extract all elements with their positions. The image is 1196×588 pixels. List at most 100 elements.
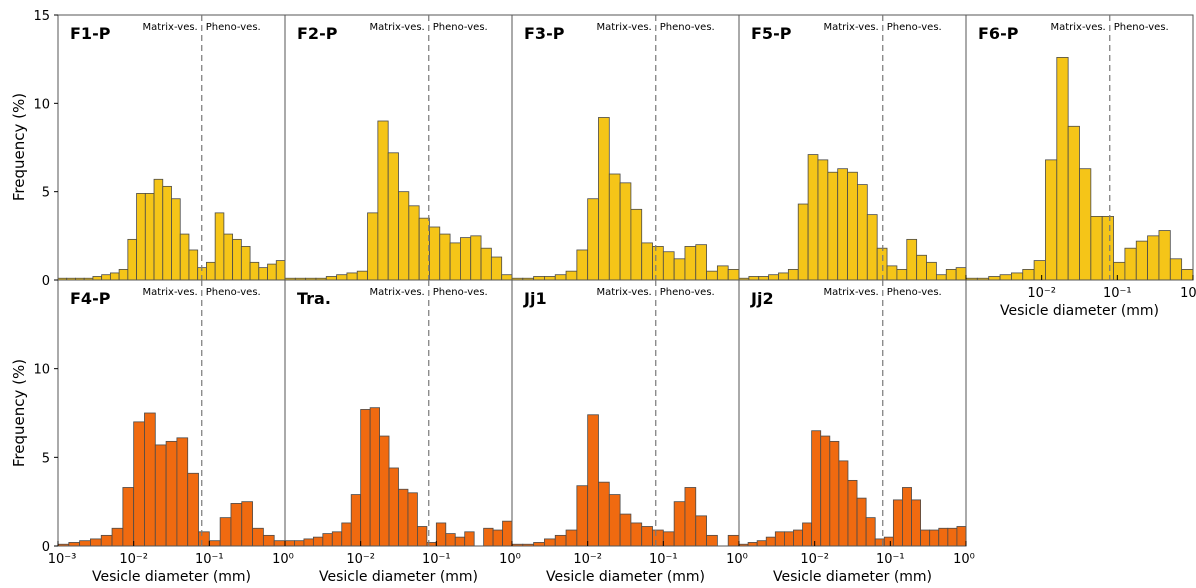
bar	[188, 249, 199, 281]
zone-label-pheno: Pheno-ves.	[206, 22, 261, 33]
bar	[312, 536, 324, 547]
x-tick-label: 10⁻¹	[649, 552, 678, 567]
bar	[162, 185, 172, 281]
bars	[57, 178, 286, 281]
panel-label: F5-P	[751, 24, 792, 43]
bar	[144, 412, 156, 547]
bar	[122, 487, 135, 547]
x-tick-label: 10⁻¹	[195, 552, 224, 567]
bar	[695, 515, 707, 547]
x-axis-label: Vesicle diameter (mm)	[92, 569, 251, 585]
bar	[360, 409, 371, 547]
bar	[576, 485, 589, 547]
bar	[294, 540, 305, 547]
panel-label: F4-P	[70, 289, 111, 308]
bar	[241, 501, 253, 547]
bar	[79, 540, 91, 547]
x-tick-label: 10⁻²	[1027, 286, 1056, 301]
x-tick-label: 10⁰	[726, 552, 748, 567]
bar	[598, 117, 610, 281]
panel-f3p: F3-P Matrix-ves. Pheno-ves.	[511, 14, 740, 281]
bars	[511, 414, 740, 547]
panel-jj1: Jj1 Matrix-ves. Pheno-ves. 10⁻² 10⁻¹ 10⁰ Vesic…	[511, 279, 748, 585]
bar	[911, 499, 922, 547]
bar	[938, 527, 949, 547]
bar	[1056, 57, 1069, 281]
bar	[999, 274, 1012, 281]
bar	[1090, 215, 1103, 281]
bar	[165, 440, 178, 547]
bar	[829, 440, 840, 547]
bar	[284, 540, 295, 547]
panel-f1p: F1-P Matrix-ves. Pheno-ves. 0 5 10 15	[33, 9, 286, 289]
bar	[856, 497, 867, 547]
bar	[747, 542, 758, 547]
bar	[367, 212, 379, 281]
y-tick-label: 15	[33, 9, 50, 24]
panel-frame	[511, 279, 740, 547]
bar	[662, 531, 675, 547]
x-tick-label: 10⁻²	[800, 552, 829, 567]
bar	[1067, 125, 1080, 281]
zone-label-matrix: Matrix-ves.	[823, 22, 878, 33]
bars	[57, 412, 286, 547]
bar	[886, 265, 898, 281]
bar	[533, 542, 545, 547]
panel-f5p: F5-P Matrix-ves. Pheno-ves.	[738, 14, 967, 281]
bar	[118, 268, 129, 281]
bar	[341, 522, 352, 547]
bar	[408, 205, 420, 281]
bar	[793, 529, 803, 547]
panels: F1-P Matrix-ves. Pheno-ves. 0 5 10 15 F2-P Matri…	[33, 9, 1196, 585]
bar	[445, 533, 456, 547]
bar	[111, 527, 124, 547]
x-tick-label: 10⁻²	[346, 552, 375, 567]
bar	[955, 267, 967, 281]
panel-f4p: F4-P Matrix-ves. Pheno-ves. 0 5 10 10⁻³ 10⁻² 10⁻…	[33, 279, 294, 585]
bar	[838, 460, 849, 547]
bar	[435, 522, 447, 547]
bar	[619, 182, 632, 281]
bar	[706, 534, 718, 547]
bar	[267, 263, 277, 281]
bar	[127, 238, 137, 281]
bar	[630, 208, 643, 281]
x-tick-label: 10⁻²	[573, 552, 602, 567]
bars	[738, 430, 967, 547]
bar	[876, 247, 888, 281]
bar	[576, 249, 589, 281]
bar	[684, 487, 697, 547]
bar	[652, 529, 664, 547]
y-tick-label: 10	[33, 363, 50, 378]
zone-label-matrix: Matrix-ves.	[142, 22, 197, 33]
panel-jj2: Jj2 Matrix-ves. Pheno-ves. 10⁻² 10⁻¹ 10⁰ Vesic…	[738, 279, 975, 585]
bar	[544, 538, 556, 547]
zone-label-pheno: Pheno-ves.	[433, 287, 488, 298]
bar	[1022, 268, 1035, 281]
bar	[273, 540, 286, 547]
panel-f6p: F6-P Matrix-ves. Pheno-ves. 10⁻² 10⁻¹ 10⁰ Vesi…	[965, 14, 1196, 319]
bar	[797, 203, 809, 281]
panel-label: Jj1	[523, 289, 547, 308]
bars	[284, 120, 513, 281]
y-axis-label-top-row: Frequency (%)	[10, 93, 28, 201]
bar	[774, 531, 785, 547]
bar	[662, 251, 675, 281]
bar	[388, 467, 399, 547]
y-tick-label: 5	[42, 186, 50, 201]
bar	[926, 261, 937, 281]
panel-frame	[738, 279, 967, 547]
y-tick-label: 10	[33, 97, 50, 112]
bars	[965, 57, 1194, 281]
bar	[90, 538, 102, 547]
bar	[758, 276, 770, 281]
bar	[502, 520, 513, 547]
bar	[490, 256, 503, 281]
bar	[449, 242, 461, 281]
x-tick-label: 10⁻¹	[1103, 286, 1132, 301]
bar	[417, 526, 428, 547]
bar	[565, 529, 578, 547]
x-tick-label: 10⁰	[953, 552, 975, 567]
bar	[179, 233, 190, 281]
bar	[748, 276, 760, 281]
